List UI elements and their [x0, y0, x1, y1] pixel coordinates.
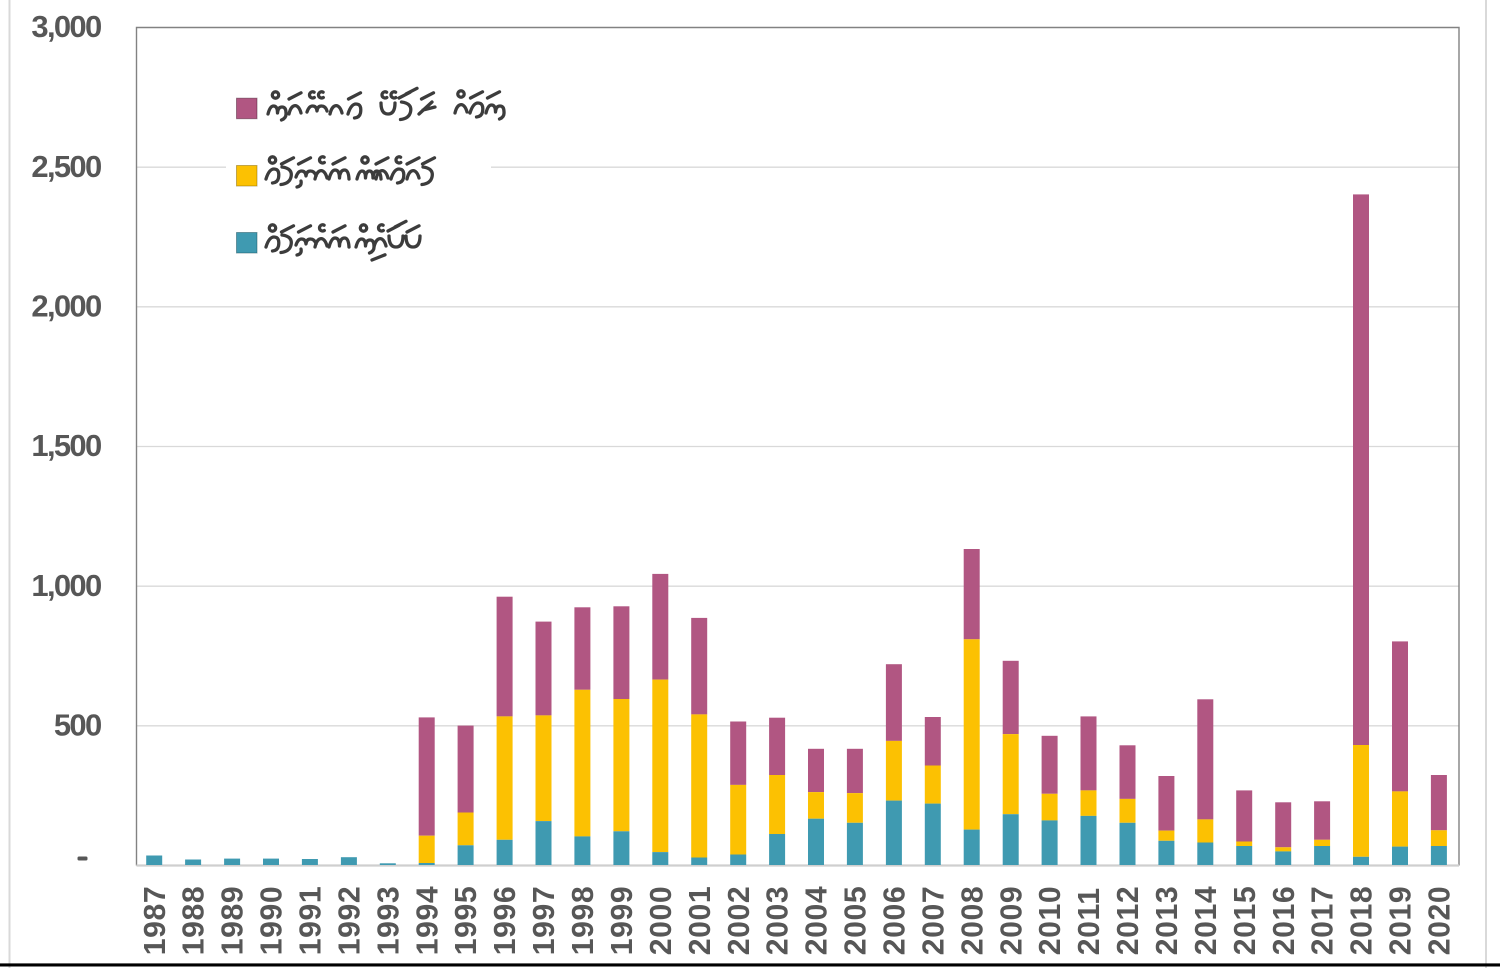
- svg-text:2010: 2010: [1034, 886, 1067, 956]
- svg-text:1994: 1994: [411, 886, 444, 956]
- svg-text:1993: 1993: [372, 886, 405, 956]
- svg-text:2013: 2013: [1151, 886, 1184, 956]
- svg-text:500: 500: [54, 708, 101, 743]
- svg-text:2,000: 2,000: [31, 289, 101, 324]
- svg-text:1991: 1991: [295, 886, 328, 956]
- svg-text:1987: 1987: [139, 886, 172, 956]
- svg-text:1999: 1999: [606, 886, 639, 956]
- svg-text:2006: 2006: [879, 886, 912, 956]
- svg-text:2002: 2002: [723, 886, 756, 956]
- svg-text:2,500: 2,500: [31, 149, 101, 184]
- svg-text:1997: 1997: [528, 886, 561, 956]
- svg-text:2011: 2011: [1073, 887, 1106, 955]
- svg-text:1,500: 1,500: [31, 428, 101, 463]
- svg-text:1,000: 1,000: [31, 568, 101, 603]
- svg-text:1989: 1989: [217, 886, 250, 956]
- svg-text:1996: 1996: [489, 886, 522, 956]
- svg-text:2000: 2000: [645, 886, 678, 956]
- svg-text:1990: 1990: [256, 886, 289, 956]
- svg-text:1988: 1988: [178, 886, 211, 956]
- svg-text:2005: 2005: [840, 886, 873, 956]
- svg-text:1998: 1998: [567, 886, 600, 956]
- svg-text:2016: 2016: [1268, 886, 1301, 956]
- svg-text:2001: 2001: [684, 886, 717, 956]
- svg-text:2004: 2004: [801, 886, 834, 956]
- svg-text:2015: 2015: [1229, 886, 1262, 956]
- svg-text:3,000: 3,000: [31, 9, 101, 44]
- svg-text:2012: 2012: [1112, 886, 1145, 956]
- svg-text:2007: 2007: [917, 886, 950, 956]
- svg-text:2017: 2017: [1307, 886, 1340, 956]
- svg-text:2003: 2003: [762, 886, 795, 956]
- svg-text:1995: 1995: [450, 886, 483, 956]
- svg-text:2019: 2019: [1385, 886, 1418, 956]
- svg-text:2009: 2009: [995, 886, 1028, 956]
- svg-text:2008: 2008: [956, 886, 989, 956]
- svg-text:1992: 1992: [334, 886, 367, 956]
- svg-text:2020: 2020: [1424, 886, 1457, 956]
- svg-text:2014: 2014: [1190, 886, 1223, 956]
- svg-text:2018: 2018: [1346, 886, 1379, 956]
